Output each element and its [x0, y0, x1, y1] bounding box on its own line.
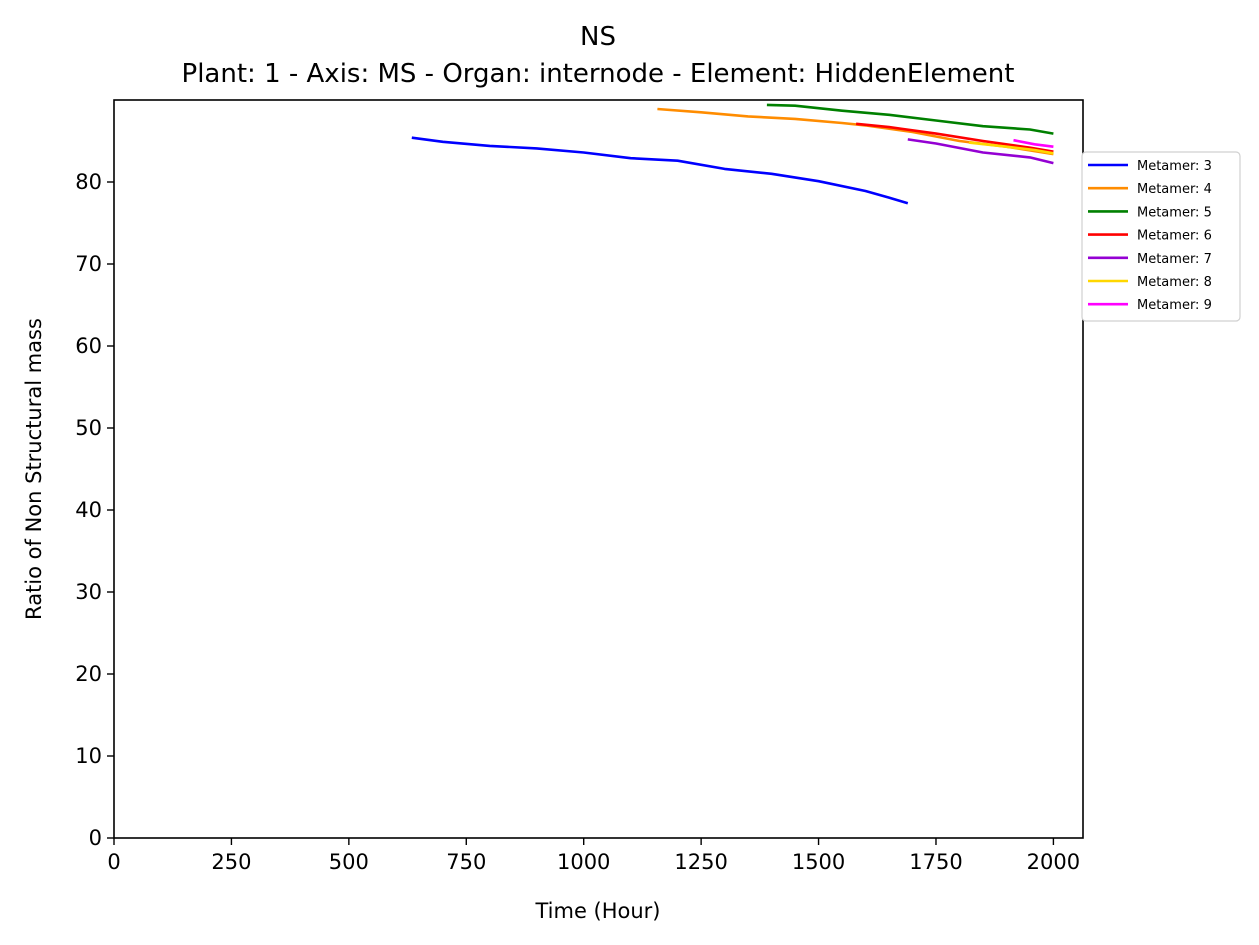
plot-area-frame — [113, 99, 1084, 839]
series-line-metamer-5 — [766, 103, 1054, 135]
y-tick-label: 80 — [75, 170, 102, 194]
x-tick-label: 1000 — [557, 850, 610, 874]
y-tick-label: 70 — [75, 252, 102, 276]
legend: Metamer: 3 Metamer: 4 Metamer: 5 Metamer: 6… — [1081, 151, 1241, 322]
legend-frame — [1081, 151, 1241, 322]
x-tick-label: 1750 — [909, 850, 962, 874]
chart-title: NS — [580, 22, 616, 52]
y-axis: 0 10 20 30 40 50 60 70 80 — [75, 170, 114, 850]
y-tick-label: 10 — [75, 744, 102, 768]
legend-label: Metamer: 8 — [1137, 275, 1212, 290]
series-line-metamer-9 — [1013, 138, 1054, 148]
legend-label: Metamer: 9 — [1137, 298, 1212, 313]
legend-label: Metamer: 7 — [1137, 252, 1212, 267]
series-line-metamer-6 — [855, 122, 1054, 153]
legend-label: Metamer: 6 — [1137, 229, 1212, 244]
series-layer — [411, 103, 1054, 205]
x-tick-label: 750 — [446, 850, 486, 874]
x-tick-label: 1250 — [674, 850, 727, 874]
y-tick-label: 50 — [75, 416, 102, 440]
x-tick-label: 250 — [211, 850, 251, 874]
y-tick-label: 30 — [75, 580, 102, 604]
series-line-metamer-4 — [657, 107, 1054, 156]
series-line-metamer-3 — [411, 136, 909, 205]
y-tick-label: 0 — [89, 826, 102, 850]
x-tick-label: 0 — [107, 850, 120, 874]
legend-label: Metamer: 4 — [1137, 182, 1212, 197]
legend-label: Metamer: 5 — [1137, 205, 1212, 220]
x-tick-label: 1500 — [792, 850, 845, 874]
y-tick-label: 40 — [75, 498, 102, 522]
x-tick-label: 500 — [329, 850, 369, 874]
series-line-metamer-8 — [968, 141, 1054, 155]
x-axis-label: Time (Hour) — [534, 899, 660, 923]
chart-subtitle: Plant: 1 - Axis: MS - Organ: internode -… — [182, 59, 1015, 89]
y-axis-label: Ratio of Non Structural mass — [22, 318, 46, 620]
x-axis: 0 250 500 750 1000 1250 1500 1750 2000 — [107, 838, 1080, 874]
legend-label: Metamer: 3 — [1137, 159, 1212, 174]
x-tick-label: 2000 — [1027, 850, 1080, 874]
series-line-metamer-7 — [907, 138, 1054, 165]
y-tick-label: 60 — [75, 334, 102, 358]
y-tick-label: 20 — [75, 662, 102, 686]
